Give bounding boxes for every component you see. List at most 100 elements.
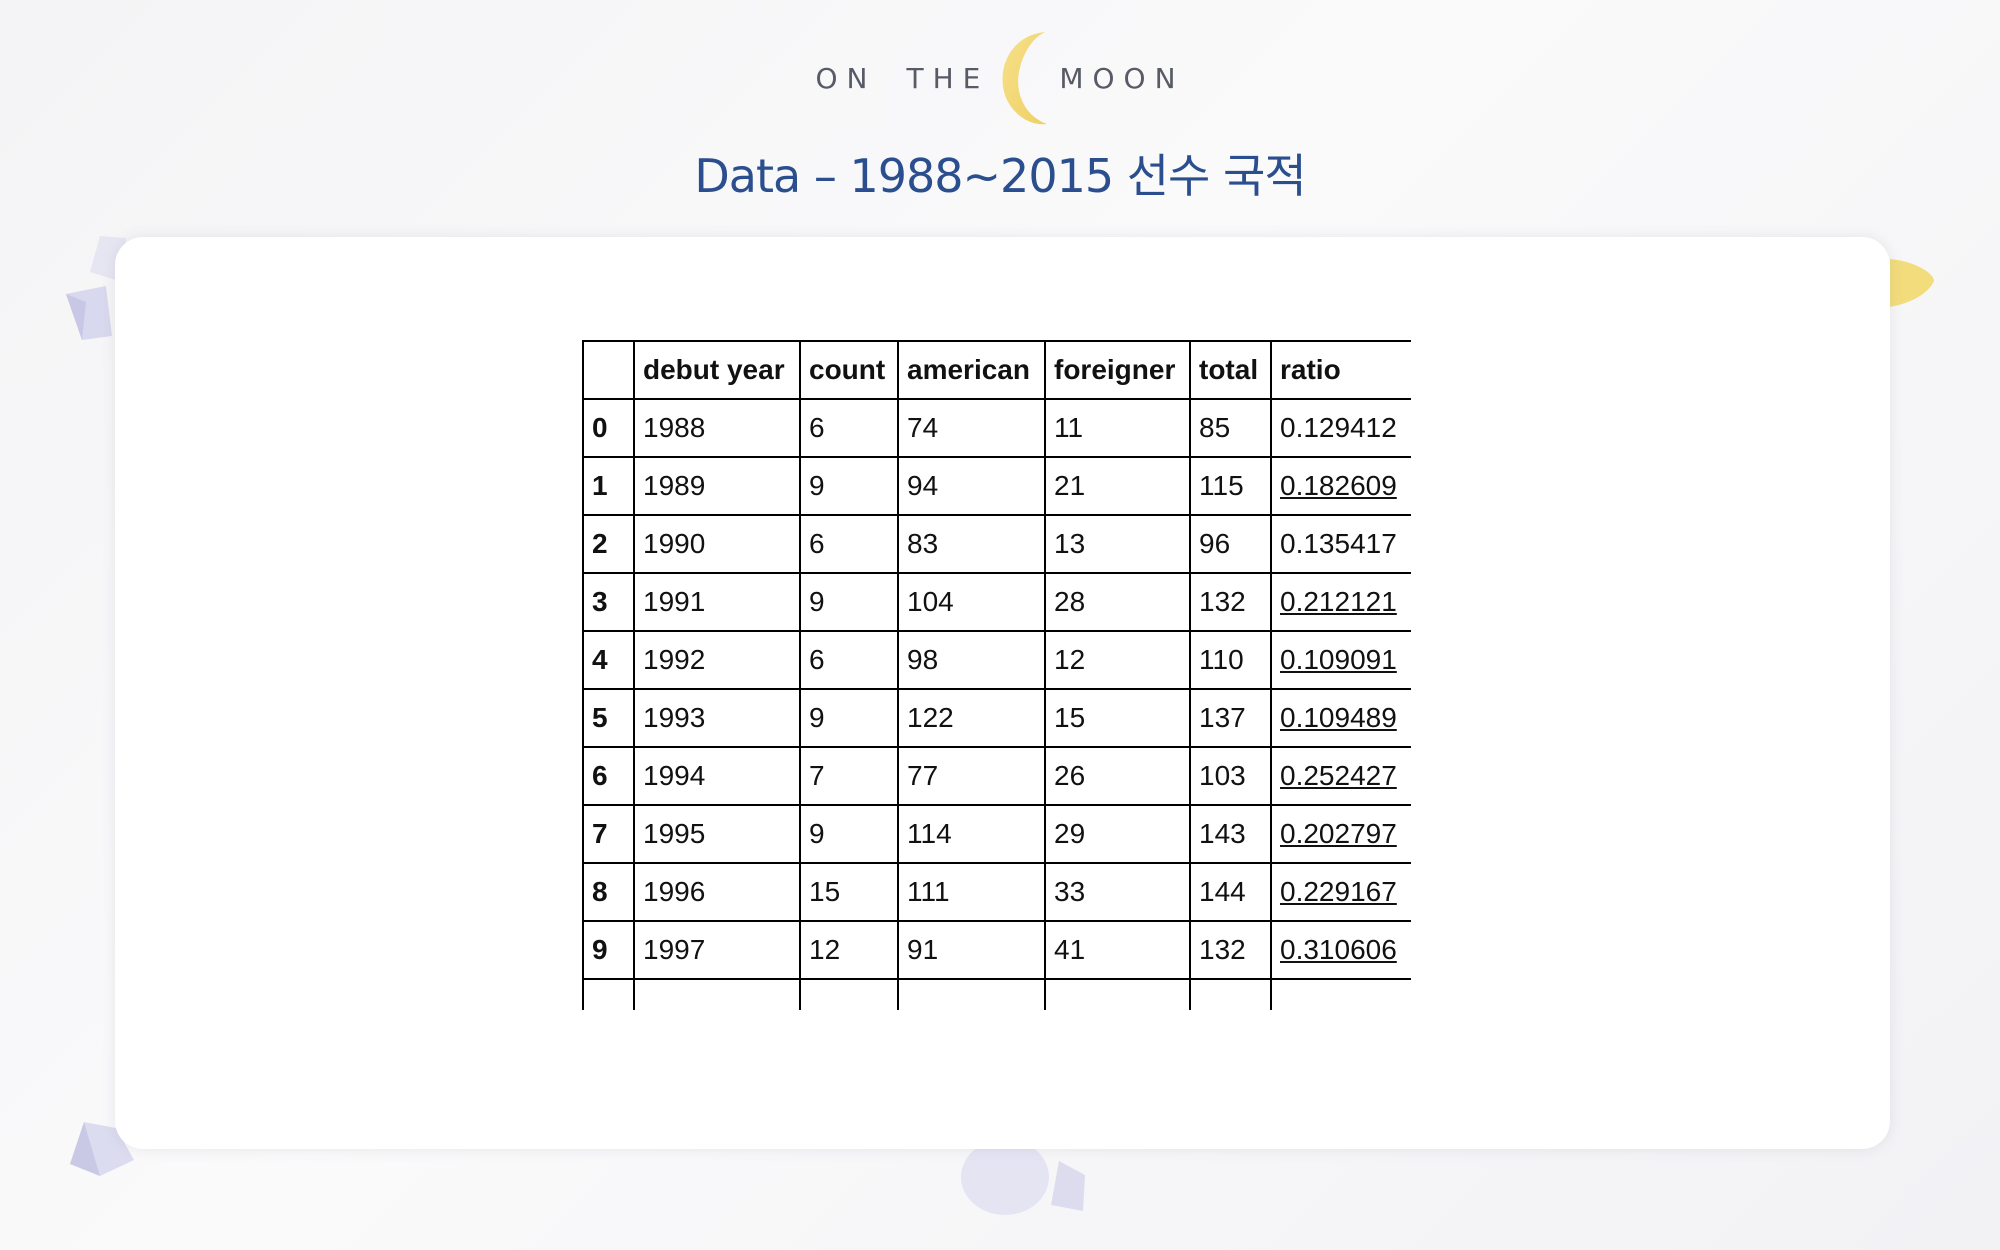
brand-logo: ON THE MOON — [0, 26, 2000, 130]
empty-cell — [1044, 978, 1191, 1010]
logo-word-on: ON — [815, 61, 877, 95]
moon-decoration-right — [1888, 259, 1934, 307]
row-index-cell: 3 — [582, 572, 635, 632]
total-cell: 115 — [1189, 456, 1272, 516]
debut-year-cell: 1993 — [633, 688, 801, 748]
debut-year-cell: 1994 — [633, 746, 801, 806]
column-header: count — [799, 340, 899, 400]
foreigner-cell: 15 — [1044, 688, 1191, 748]
ratio-value: 0.182609 — [1280, 470, 1397, 501]
foreigner-cell: 29 — [1044, 804, 1191, 864]
count-cell: 9 — [799, 804, 899, 864]
foreigner-cell: 13 — [1044, 514, 1191, 574]
total-cell: 110 — [1189, 630, 1272, 690]
gem-decoration-bottom-center — [961, 1145, 1085, 1215]
american-cell: 74 — [897, 398, 1046, 458]
column-header-index — [582, 340, 635, 400]
debut-year-cell: 1990 — [633, 514, 801, 574]
foreigner-cell: 12 — [1044, 630, 1191, 690]
ratio-value: 0.252427 — [1280, 760, 1397, 791]
american-cell: 122 — [897, 688, 1046, 748]
ratio-value: 0.202797 — [1280, 818, 1397, 849]
row-index-cell: 0 — [582, 398, 635, 458]
column-header: total — [1189, 340, 1272, 400]
logo-word-the: THE — [906, 61, 990, 95]
row-index-cell: 5 — [582, 688, 635, 748]
foreigner-cell: 28 — [1044, 572, 1191, 632]
ratio-value: 0.229167 — [1280, 876, 1397, 907]
foreigner-cell: 11 — [1044, 398, 1191, 458]
table-row: 0 1988 6 74 11 85 0.129412 — [582, 398, 1411, 458]
empty-cell — [1270, 978, 1411, 1010]
table-row: 7 1995 9 114 29 143 0.202797 — [582, 804, 1411, 864]
total-cell: 85 — [1189, 398, 1272, 458]
debut-year-cell: 1995 — [633, 804, 801, 864]
row-index-cell: 8 — [582, 862, 635, 922]
row-index-cell: 2 — [582, 514, 635, 574]
row-index-cell: 9 — [582, 920, 635, 980]
ratio-cell: 0.252427 — [1270, 746, 1411, 806]
debut-year-cell: 1996 — [633, 862, 801, 922]
ratio-cell: 0.182609 — [1270, 456, 1411, 516]
empty-cell — [582, 978, 635, 1010]
total-cell: 132 — [1189, 572, 1272, 632]
total-cell: 103 — [1189, 746, 1272, 806]
total-cell: 144 — [1189, 862, 1272, 922]
column-header: foreigner — [1044, 340, 1191, 400]
table-header-row: debut year count american foreigner total rat… — [582, 340, 1411, 400]
empty-cell — [799, 978, 899, 1010]
total-cell: 96 — [1189, 514, 1272, 574]
american-cell: 77 — [897, 746, 1046, 806]
ratio-cell: 0.109091 — [1270, 630, 1411, 690]
table-row: 4 1992 6 98 12 110 0.109091 — [582, 630, 1411, 690]
foreigner-cell: 21 — [1044, 456, 1191, 516]
foreigner-cell: 26 — [1044, 746, 1191, 806]
crescent-moon-icon — [1002, 32, 1048, 125]
count-cell: 15 — [799, 862, 899, 922]
row-index-cell: 7 — [582, 804, 635, 864]
american-cell: 94 — [897, 456, 1046, 516]
row-index-cell: 4 — [582, 630, 635, 690]
empty-cell — [633, 978, 801, 1010]
gem-decoration-bottom-left — [70, 1122, 134, 1176]
foreigner-cell: 33 — [1044, 862, 1191, 922]
total-cell: 137 — [1189, 688, 1272, 748]
logo-word-moon: MOON — [1059, 61, 1185, 95]
table-row: 9 1997 12 91 41 132 0.310606 — [582, 920, 1411, 980]
ratio-cell: 0.202797 — [1270, 804, 1411, 864]
column-header: ratio — [1270, 340, 1411, 400]
row-index-cell: 1 — [582, 456, 635, 516]
ratio-cell: 0.109489 — [1270, 688, 1411, 748]
count-cell: 6 — [799, 398, 899, 458]
table-row: 1 1989 9 94 21 115 0.182609 — [582, 456, 1411, 516]
ratio-value: 0.129412 — [1280, 412, 1397, 443]
table-row: 5 1993 9 122 15 137 0.109489 — [582, 688, 1411, 748]
page-title: Data – 1988~2015 선수 국적 — [694, 149, 1306, 203]
count-cell: 6 — [799, 630, 899, 690]
count-cell: 7 — [799, 746, 899, 806]
american-cell: 104 — [897, 572, 1046, 632]
table-row: 3 1991 9 104 28 132 0.212121 — [582, 572, 1411, 632]
ratio-value: 0.310606 — [1280, 934, 1397, 965]
american-cell: 98 — [897, 630, 1046, 690]
count-cell: 12 — [799, 920, 899, 980]
ratio-cell: 0.229167 — [1270, 862, 1411, 922]
player-nationality-table: debut year count american foreigner total rat… — [582, 340, 1411, 1010]
foreigner-cell: 41 — [1044, 920, 1191, 980]
table-row: 8 1996 15 111 33 144 0.229167 — [582, 862, 1411, 922]
column-header: debut year — [633, 340, 801, 400]
ratio-cell: 0.212121 — [1270, 572, 1411, 632]
ratio-cell: 0.129412 — [1270, 398, 1411, 458]
ratio-cell: 0.135417 — [1270, 514, 1411, 574]
count-cell: 9 — [799, 688, 899, 748]
debut-year-cell: 1989 — [633, 456, 801, 516]
table-row-cutoff — [582, 978, 1411, 1010]
ratio-value: 0.109489 — [1280, 702, 1397, 733]
empty-cell — [1189, 978, 1272, 1010]
empty-cell — [897, 978, 1046, 1010]
row-index-cell: 6 — [582, 746, 635, 806]
table-row: 6 1994 7 77 26 103 0.252427 — [582, 746, 1411, 806]
american-cell: 111 — [897, 862, 1046, 922]
american-cell: 83 — [897, 514, 1046, 574]
ratio-value: 0.212121 — [1280, 586, 1397, 617]
